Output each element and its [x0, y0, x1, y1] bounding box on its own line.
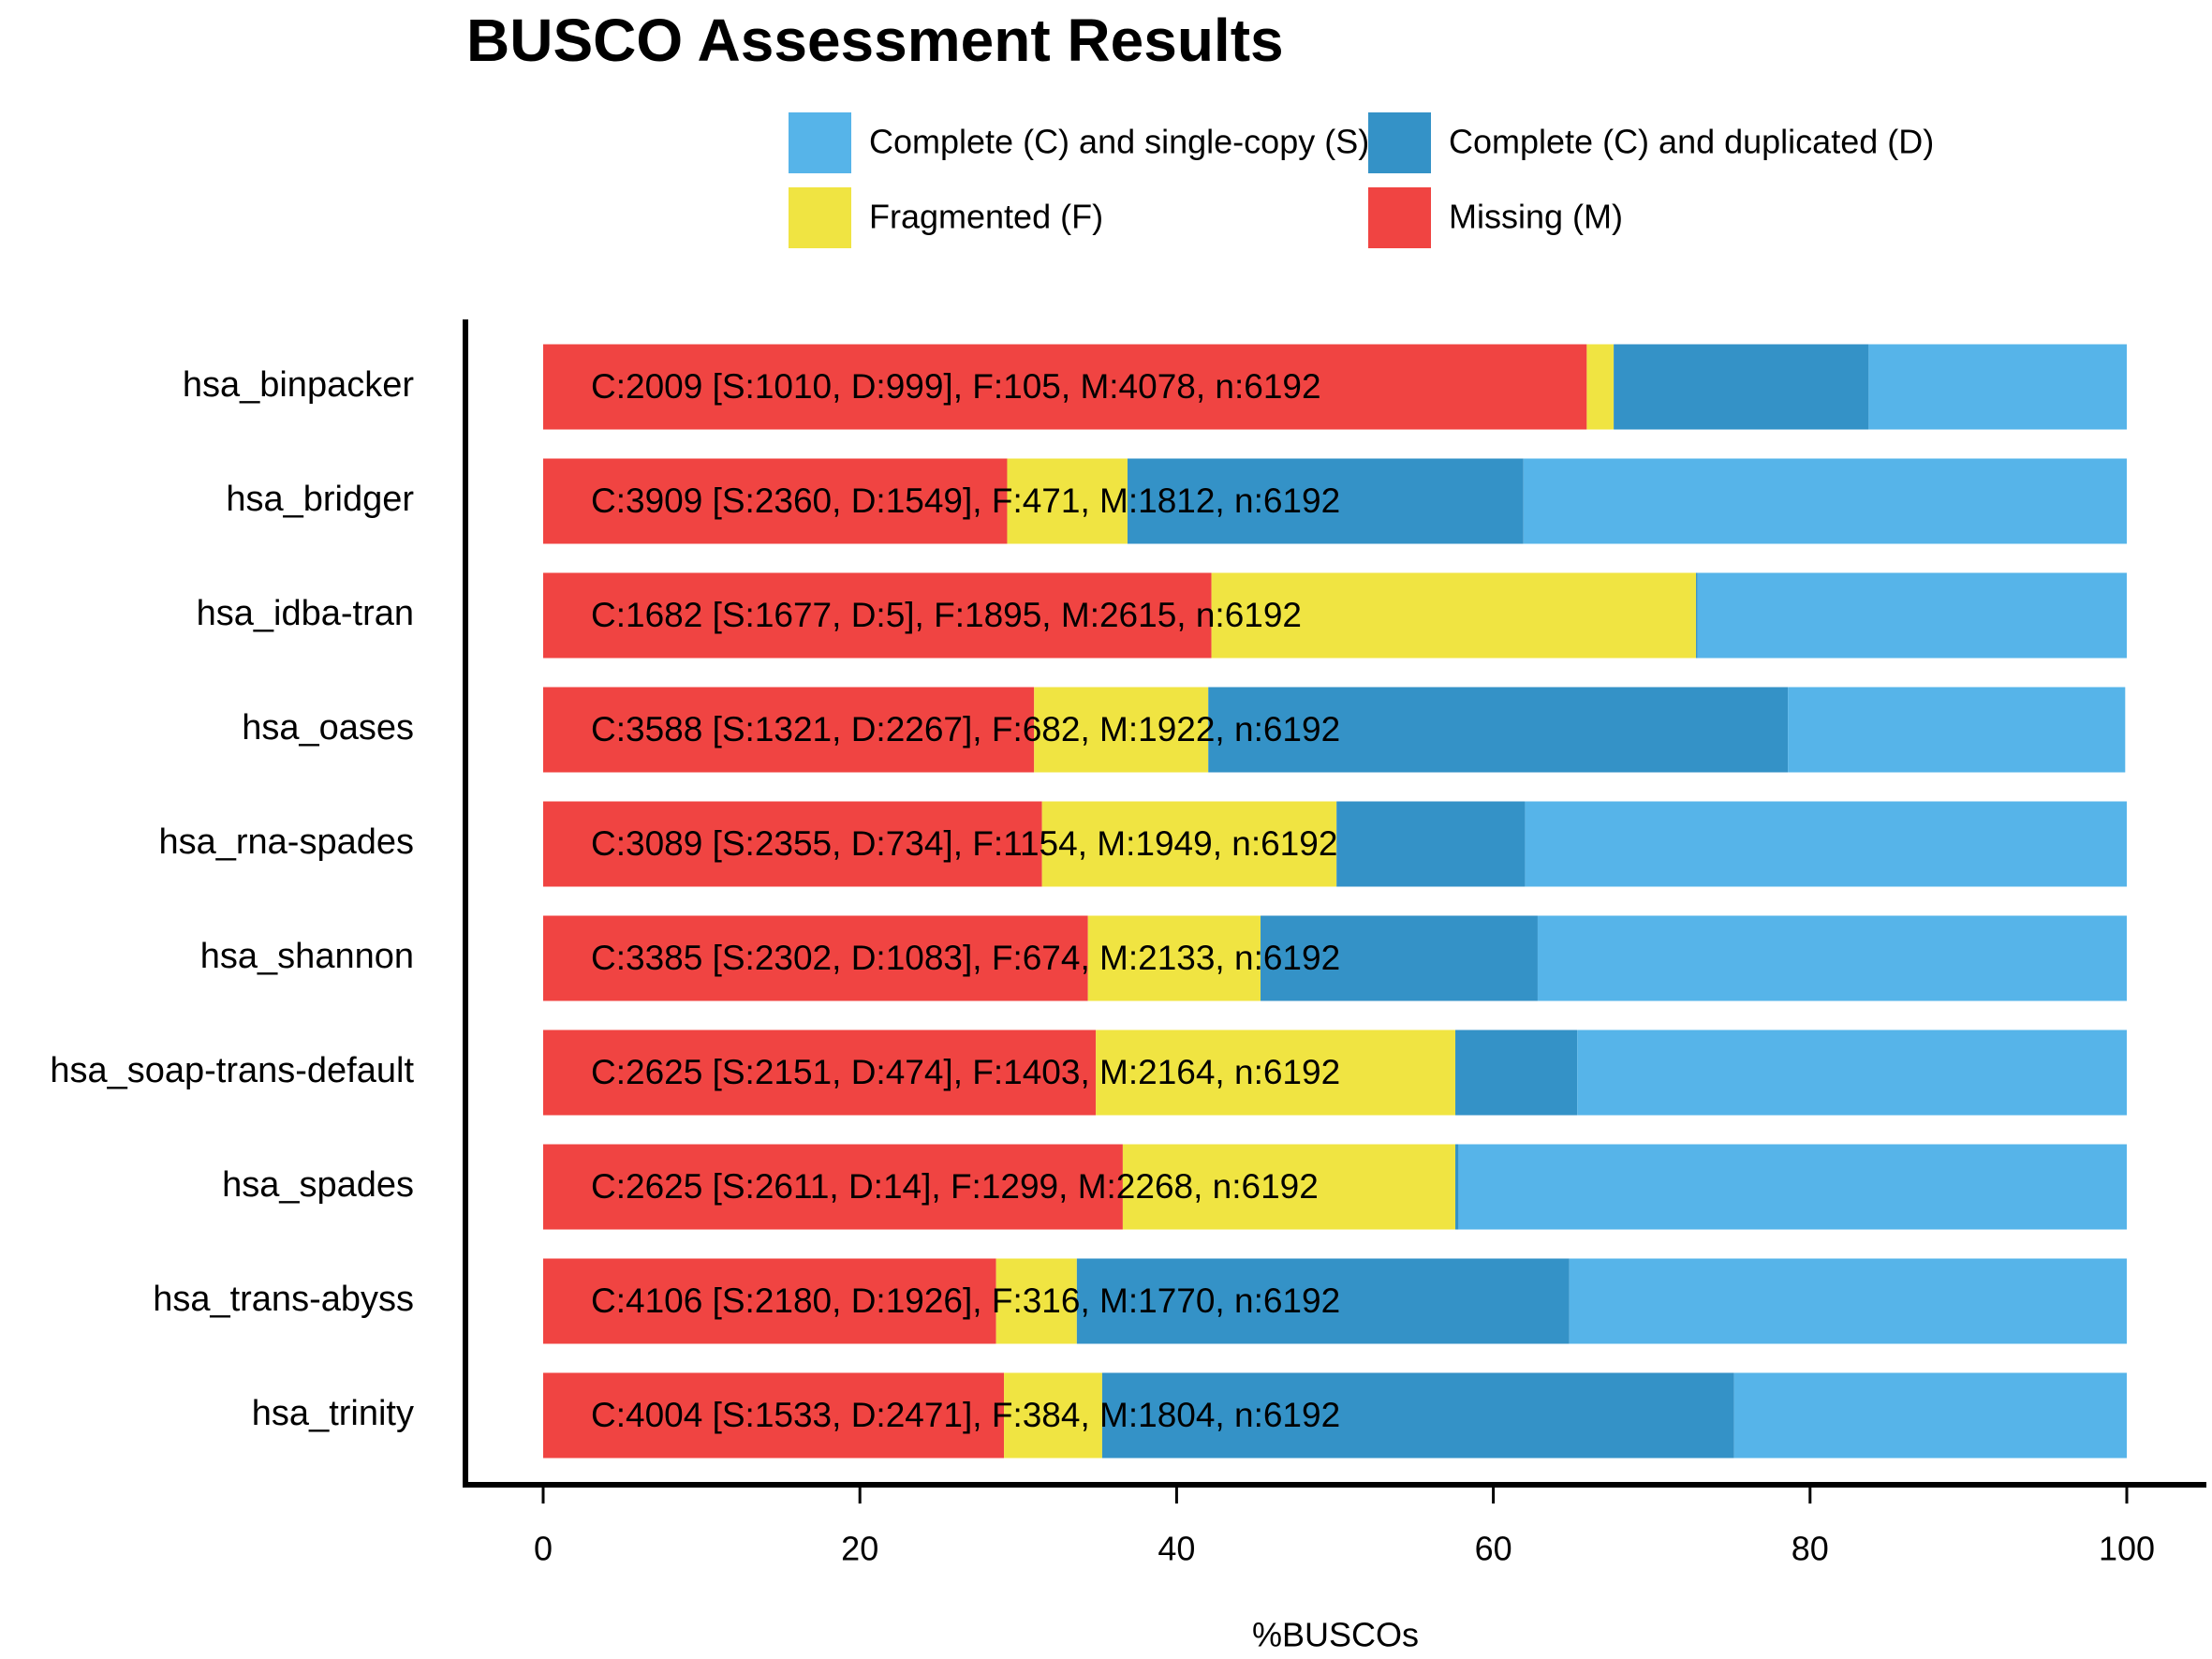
bar-segment — [1868, 344, 2127, 430]
bar-segment — [543, 1029, 1097, 1116]
bar-segment — [1087, 915, 1261, 1001]
y-tick-label: hsa_shannon — [200, 937, 414, 976]
legend-label: Complete (C) and single-copy (S) — [869, 123, 1369, 161]
bar-segment — [1101, 1372, 1734, 1459]
legend-swatch — [1368, 187, 1431, 248]
x-tick-label: 20 — [841, 1530, 878, 1568]
bar-segment — [1697, 572, 2127, 659]
bar-segment — [1336, 801, 1526, 887]
x-tick-label: 60 — [1475, 1530, 1512, 1568]
bar-segment — [1458, 1144, 2127, 1230]
bar-label: C:2625 [S:2611, D:14], F:1299, M:2268, n… — [591, 1167, 1319, 1206]
y-tick-label: hsa_binpacker — [183, 365, 415, 405]
bar-label: C:3089 [S:2355, D:734], F:1154, M:1949, … — [591, 824, 1337, 863]
bar-label: C:1682 [S:1677, D:5], F:1895, M:2615, n:… — [591, 596, 1302, 634]
bar-segment — [543, 801, 1042, 887]
bar-segment — [543, 572, 1212, 659]
y-tick-label: hsa_oases — [242, 708, 414, 748]
bar-segment — [1211, 572, 1697, 659]
legend-swatch — [1368, 112, 1431, 173]
bar-label: C:4004 [S:1533, D:2471], F:384, M:1804, … — [591, 1396, 1340, 1434]
legend-swatch — [789, 112, 851, 173]
legend-swatch — [789, 187, 851, 248]
bar-segment — [1122, 1144, 1456, 1230]
bar-segment — [1577, 1029, 2127, 1116]
bar-segment — [543, 458, 1008, 544]
bar-segment — [1523, 458, 2127, 544]
bar-segment — [543, 1372, 1005, 1459]
y-tick-label: hsa_idba-tran — [197, 594, 414, 633]
bar-segment — [1127, 458, 1524, 544]
bar-segment — [995, 1258, 1077, 1344]
bar-segment — [543, 915, 1088, 1001]
y-tick-label: hsa_rna-spades — [158, 822, 414, 862]
bar-segment — [1586, 344, 1615, 430]
bar-label: C:4106 [S:2180, D:1926], F:316, M:1770, … — [591, 1281, 1340, 1320]
y-tick-label: hsa_bridger — [226, 480, 414, 519]
legend-label: Missing (M) — [1449, 198, 1623, 236]
bar-segment — [1537, 915, 2127, 1001]
y-tick-label: hsa_trans-abyss — [153, 1280, 414, 1319]
bar-segment — [1614, 344, 1869, 430]
bar-segment — [1788, 687, 2126, 773]
bar-label: C:3385 [S:2302, D:1083], F:674, M:2133, … — [591, 939, 1340, 977]
x-tick-label: 100 — [2099, 1530, 2155, 1568]
bar-segment — [1041, 801, 1337, 887]
bar-label: C:2625 [S:2151, D:474], F:1403, M:2164, … — [591, 1053, 1340, 1091]
chart-title: BUSCO Assessment Results — [466, 7, 1284, 74]
bar-segment — [543, 1258, 996, 1344]
bar-segment — [1261, 915, 1538, 1001]
bar-segment — [1076, 1258, 1570, 1344]
bar-segment — [1004, 1372, 1102, 1459]
bar-label: C:3909 [S:2360, D:1549], F:471, M:1812, … — [591, 481, 1340, 520]
bar-segment — [1455, 1144, 1459, 1230]
bar-segment — [543, 1144, 1123, 1230]
bar-segment — [1525, 801, 2127, 887]
legend-label: Fragmented (F) — [869, 198, 1103, 236]
bar-segment — [1034, 687, 1209, 773]
y-tick-label: hsa_trinity — [252, 1394, 414, 1433]
x-tick-label: 80 — [1792, 1530, 1829, 1568]
bar-segment — [543, 687, 1035, 773]
x-tick-label: 40 — [1158, 1530, 1195, 1568]
x-tick-label: 0 — [534, 1530, 553, 1568]
bar-segment — [1455, 1029, 1578, 1116]
bar-label: C:3588 [S:1321, D:2267], F:682, M:1922, … — [591, 710, 1340, 748]
bar-segment — [1096, 1029, 1456, 1116]
bar-segment — [1007, 458, 1128, 544]
x-axis-title: %BUSCOs — [1252, 1616, 1419, 1654]
bar-segment — [1569, 1258, 2127, 1344]
legend-label: Complete (C) and duplicated (D) — [1449, 123, 1934, 161]
y-tick-label: hsa_soap-trans-default — [50, 1051, 414, 1090]
bar-label: C:2009 [S:1010, D:999], F:105, M:4078, n… — [591, 367, 1321, 406]
bar-segment — [1733, 1372, 2127, 1459]
bar-segment — [543, 344, 1587, 430]
y-tick-label: hsa_spades — [222, 1165, 414, 1205]
bar-segment — [1696, 572, 1698, 659]
bar-segment — [1208, 687, 1789, 773]
